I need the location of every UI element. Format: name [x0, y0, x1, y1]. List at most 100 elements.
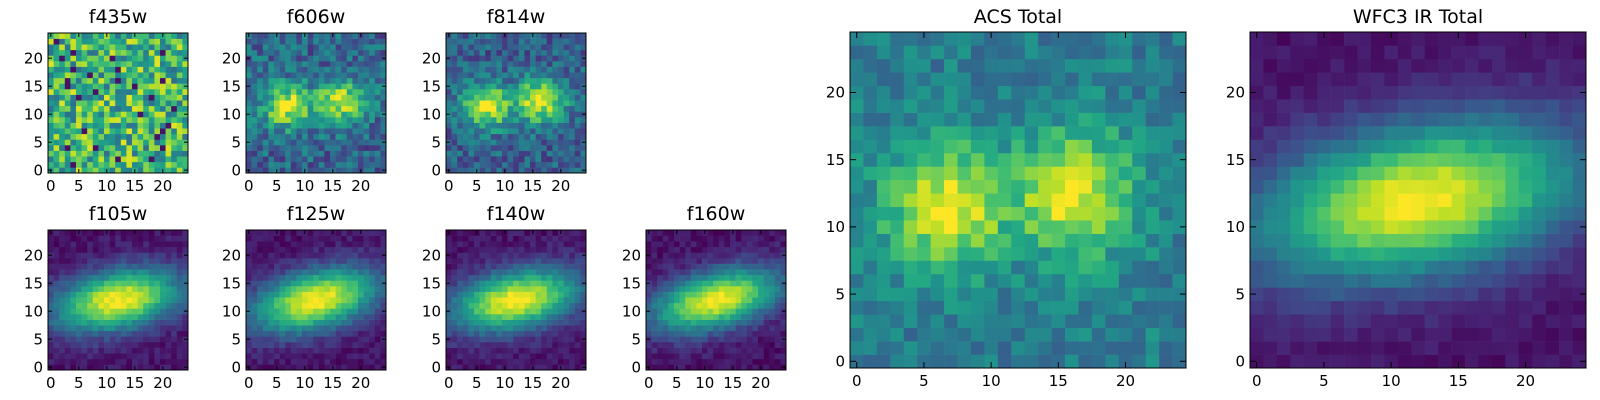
heatmap-cell — [87, 122, 94, 129]
heatmap-cell — [171, 319, 178, 326]
heatmap-cell — [580, 77, 587, 84]
heatmap-cell — [307, 274, 314, 281]
heatmap-cell — [59, 122, 66, 129]
heatmap-cell — [313, 358, 320, 365]
heatmap-cell — [98, 89, 105, 95]
heatmap-cell — [668, 252, 675, 259]
heatmap-cell — [451, 44, 458, 51]
heatmap-cell — [696, 308, 703, 315]
heatmap-cell — [262, 145, 269, 151]
heatmap-cell — [507, 330, 514, 337]
heatmap-cell — [546, 150, 553, 157]
heatmap-cell — [307, 72, 314, 79]
heatmap-cell — [507, 89, 514, 95]
heatmap-cell — [552, 72, 559, 79]
heatmap-cell — [1038, 273, 1052, 288]
heatmap-cell — [143, 325, 150, 332]
heatmap-cell — [352, 274, 359, 281]
heatmap-cell — [651, 330, 658, 337]
heatmap-cell — [758, 241, 764, 248]
heatmap-cell — [160, 258, 166, 264]
heatmap-cell — [580, 302, 587, 309]
heatmap-cell — [87, 167, 94, 174]
heatmap-cell — [104, 66, 110, 73]
heatmap-cell — [674, 241, 680, 248]
heatmap-cell — [257, 269, 264, 276]
heatmap-cell — [502, 353, 508, 360]
heatmap-cell — [490, 38, 497, 45]
heatmap-cell — [451, 302, 458, 309]
heatmap-cell — [274, 336, 280, 343]
heatmap-cell — [251, 83, 258, 90]
heatmap-cell — [268, 314, 275, 320]
heatmap-cell — [137, 66, 144, 73]
heatmap-cell — [76, 55, 82, 62]
heatmap-cell — [746, 358, 753, 365]
heatmap-cell — [296, 263, 303, 270]
heatmap-cell — [518, 358, 525, 365]
heatmap-cell — [685, 297, 692, 304]
heatmap-cell — [171, 330, 178, 337]
heatmap-cell — [246, 61, 252, 67]
heatmap-cell — [76, 319, 82, 326]
heatmap-cell — [132, 94, 138, 101]
heatmap-cell — [735, 364, 742, 371]
heatmap-cell — [546, 44, 553, 51]
heatmap-cell — [137, 358, 144, 365]
heatmap-cell — [451, 89, 458, 95]
heatmap-cell — [154, 55, 161, 62]
heatmap-cell — [285, 49, 292, 56]
heatmap-cell — [143, 161, 150, 168]
heatmap-cell — [64, 55, 71, 62]
heatmap-cell — [126, 145, 133, 151]
heatmap-cell — [541, 286, 548, 292]
heatmap-cell — [468, 150, 475, 157]
heatmap-cell — [313, 263, 320, 270]
heatmap-cell — [137, 61, 144, 67]
heatmap-cell — [358, 139, 364, 146]
x-tick-label: 20 — [551, 177, 570, 195]
heatmap-cell — [507, 263, 514, 270]
heatmap-cell — [120, 61, 127, 67]
heatmap-cell — [160, 83, 166, 90]
heatmap-cell — [307, 280, 314, 287]
heatmap-cell — [758, 308, 764, 315]
heatmap-cell — [132, 269, 138, 276]
heatmap-cell — [1038, 193, 1052, 208]
heatmap-cell — [702, 347, 708, 354]
heatmap-cell — [1078, 179, 1093, 194]
heatmap-cell — [769, 286, 776, 292]
heatmap-cell — [850, 193, 864, 208]
heatmap-cell — [563, 302, 570, 309]
heatmap-cell — [109, 94, 116, 101]
heatmap-cell — [462, 314, 469, 320]
heatmap-cell — [318, 302, 325, 309]
heatmap-cell — [574, 319, 581, 326]
heatmap-cell — [115, 156, 122, 163]
heatmap-cell — [279, 297, 286, 304]
heatmap-cell — [507, 83, 514, 90]
heatmap-cell — [546, 280, 553, 287]
heatmap-cell — [132, 291, 138, 298]
heatmap-cell — [160, 117, 166, 123]
heatmap-cell — [335, 336, 342, 343]
heatmap-cell — [558, 83, 564, 90]
heatmap-cell — [679, 353, 686, 360]
heatmap-cell — [369, 280, 376, 287]
heatmap-cell — [363, 128, 370, 135]
heatmap-cell — [457, 241, 464, 248]
x-tick-label: 5 — [472, 177, 482, 195]
heatmap-cell — [569, 49, 576, 56]
heatmap-cell — [137, 139, 144, 146]
heatmap-cell — [143, 330, 150, 337]
heatmap-cell — [363, 83, 370, 90]
heatmap-cell — [646, 291, 652, 298]
heatmap-cell — [324, 161, 331, 168]
heatmap-cell — [70, 117, 77, 123]
heatmap-cell — [87, 246, 94, 253]
heatmap-cell — [707, 336, 714, 343]
heatmap-cell — [690, 314, 697, 320]
heatmap-cell — [358, 156, 364, 163]
heatmap-cell — [474, 61, 480, 67]
heatmap-cell — [290, 358, 297, 365]
